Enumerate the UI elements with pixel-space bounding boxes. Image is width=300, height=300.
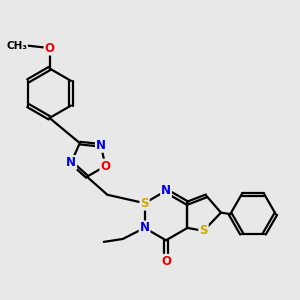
Text: O: O [44,42,55,55]
Text: N: N [140,221,150,234]
Text: S: S [199,224,208,237]
Text: N: N [66,156,76,169]
Text: O: O [161,255,171,268]
Text: CH₃: CH₃ [6,41,27,51]
Text: O: O [100,160,110,172]
Text: S: S [140,197,149,210]
Text: N: N [96,139,106,152]
Text: N: N [161,184,171,197]
